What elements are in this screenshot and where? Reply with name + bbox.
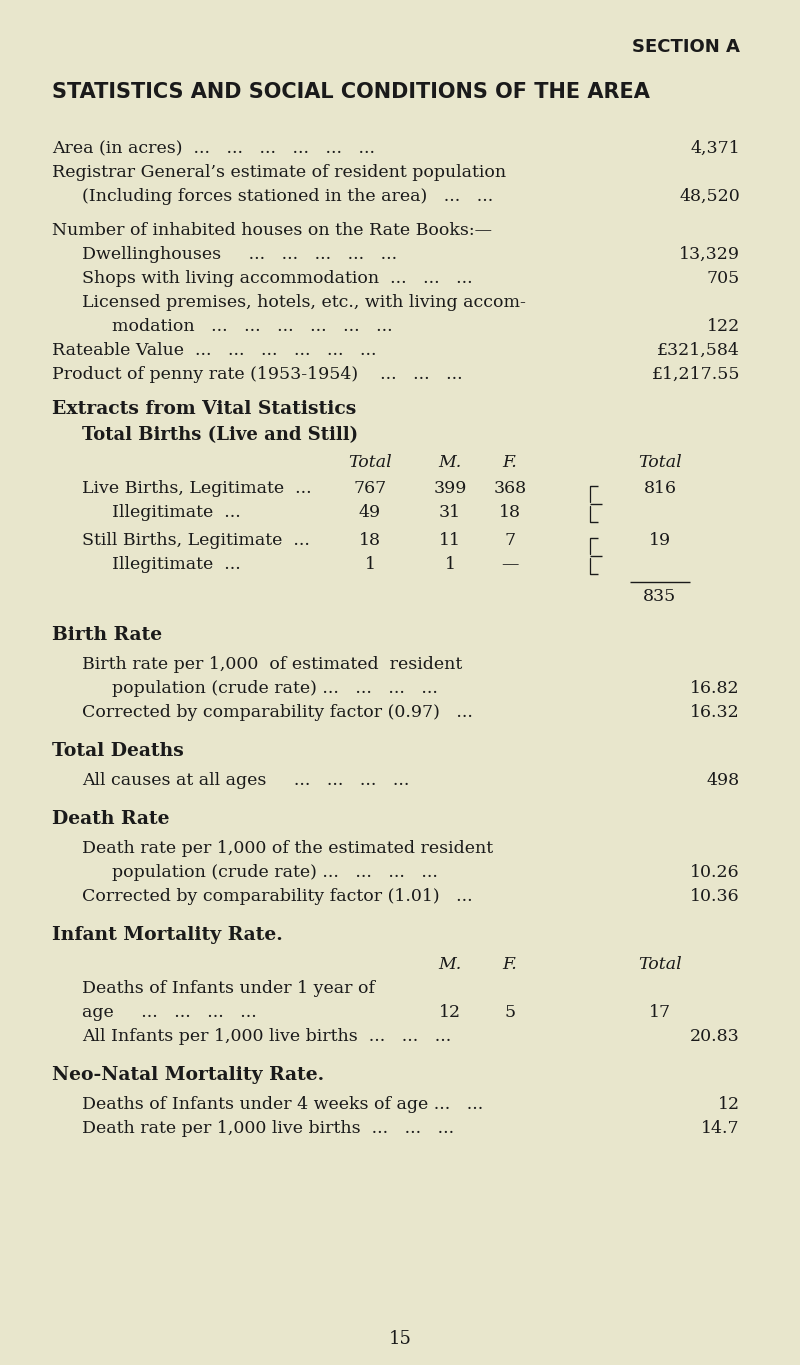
Text: 20.83: 20.83: [690, 1028, 740, 1046]
Text: 12: 12: [718, 1096, 740, 1112]
Text: 7: 7: [505, 532, 515, 549]
Text: Death rate per 1,000 of the estimated resident: Death rate per 1,000 of the estimated re…: [82, 839, 493, 857]
Text: Shops with living accommodation  ...   ...   ...: Shops with living accommodation ... ... …: [82, 270, 473, 287]
Text: (Including forces stationed in the area)   ...   ...: (Including forces stationed in the area)…: [82, 188, 494, 205]
Text: 14.7: 14.7: [702, 1121, 740, 1137]
Text: Neo-Natal Mortality Rate.: Neo-Natal Mortality Rate.: [52, 1066, 324, 1084]
Text: Death rate per 1,000 live births  ...   ...   ...: Death rate per 1,000 live births ... ...…: [82, 1121, 454, 1137]
Text: £321,584: £321,584: [657, 343, 740, 359]
Text: 1: 1: [445, 556, 455, 573]
Text: SECTION A: SECTION A: [632, 38, 740, 56]
Text: Deaths of Infants under 1 year of: Deaths of Infants under 1 year of: [82, 980, 375, 996]
Text: 48,520: 48,520: [679, 188, 740, 205]
Text: Corrected by comparability factor (0.97)   ...: Corrected by comparability factor (0.97)…: [82, 704, 473, 721]
Text: STATISTICS AND SOCIAL CONDITIONS OF THE AREA: STATISTICS AND SOCIAL CONDITIONS OF THE …: [52, 82, 650, 102]
Text: —: —: [502, 556, 518, 573]
Text: Rateable Value  ...   ...   ...   ...   ...   ...: Rateable Value ... ... ... ... ... ...: [52, 343, 377, 359]
Text: age     ...   ...   ...   ...: age ... ... ... ...: [82, 1005, 257, 1021]
Text: 835: 835: [643, 588, 677, 605]
Text: Deaths of Infants under 4 weeks of age ...   ...: Deaths of Infants under 4 weeks of age .…: [82, 1096, 483, 1112]
Text: 11: 11: [439, 532, 461, 549]
Text: 10.26: 10.26: [690, 864, 740, 880]
Text: All causes at all ages     ...   ...   ...   ...: All causes at all ages ... ... ... ...: [82, 773, 410, 789]
Text: 18: 18: [499, 504, 521, 521]
Text: 705: 705: [706, 270, 740, 287]
Text: population (crude rate) ...   ...   ...   ...: population (crude rate) ... ... ... ...: [112, 864, 438, 880]
Text: Total: Total: [638, 955, 682, 973]
Text: All Infants per 1,000 live births  ...   ...   ...: All Infants per 1,000 live births ... ..…: [82, 1028, 451, 1046]
Text: population (crude rate) ...   ...   ...   ...: population (crude rate) ... ... ... ...: [112, 680, 438, 698]
Text: 122: 122: [706, 318, 740, 334]
Text: Illegitimate  ...: Illegitimate ...: [112, 504, 241, 521]
Text: M.: M.: [438, 955, 462, 973]
Text: 10.36: 10.36: [690, 889, 740, 905]
Text: 13,329: 13,329: [679, 246, 740, 263]
Text: Total: Total: [638, 455, 682, 471]
Text: F.: F.: [502, 455, 518, 471]
Text: Total Births (Live and Still): Total Births (Live and Still): [82, 426, 358, 444]
Text: F.: F.: [502, 955, 518, 973]
Text: M.: M.: [438, 455, 462, 471]
Text: 19: 19: [649, 532, 671, 549]
Text: Live Births, Legitimate  ...: Live Births, Legitimate ...: [82, 480, 312, 497]
Text: 49: 49: [359, 504, 381, 521]
Text: Dwellinghouses     ...   ...   ...   ...   ...: Dwellinghouses ... ... ... ... ...: [82, 246, 397, 263]
Text: 4,371: 4,371: [690, 141, 740, 157]
Text: 498: 498: [707, 773, 740, 789]
Text: Extracts from Vital Statistics: Extracts from Vital Statistics: [52, 400, 356, 418]
Text: Number of inhabited houses on the Rate Books:—: Number of inhabited houses on the Rate B…: [52, 222, 492, 239]
Text: Corrected by comparability factor (1.01)   ...: Corrected by comparability factor (1.01)…: [82, 889, 473, 905]
Text: 16.82: 16.82: [690, 680, 740, 698]
Text: 15: 15: [389, 1330, 411, 1349]
Text: Total Deaths: Total Deaths: [52, 743, 184, 760]
Text: 5: 5: [505, 1005, 515, 1021]
Text: 17: 17: [649, 1005, 671, 1021]
Text: Birth rate per 1,000  of estimated  resident: Birth rate per 1,000 of estimated reside…: [82, 657, 462, 673]
Text: Death Rate: Death Rate: [52, 809, 170, 829]
Text: Still Births, Legitimate  ...: Still Births, Legitimate ...: [82, 532, 310, 549]
Text: Product of penny rate (1953-1954)    ...   ...   ...: Product of penny rate (1953-1954) ... ..…: [52, 366, 462, 384]
Text: 816: 816: [643, 480, 677, 497]
Text: 368: 368: [494, 480, 526, 497]
Text: £1,217.55: £1,217.55: [651, 366, 740, 384]
Text: 12: 12: [439, 1005, 461, 1021]
Text: Infant Mortality Rate.: Infant Mortality Rate.: [52, 925, 282, 945]
Text: 1: 1: [365, 556, 375, 573]
Text: 31: 31: [439, 504, 461, 521]
Text: Licensed premises, hotels, etc., with living accom-: Licensed premises, hotels, etc., with li…: [82, 293, 526, 311]
Text: 399: 399: [434, 480, 466, 497]
Text: Area (in acres)  ...   ...   ...   ...   ...   ...: Area (in acres) ... ... ... ... ... ...: [52, 141, 375, 157]
Text: modation   ...   ...   ...   ...   ...   ...: modation ... ... ... ... ... ...: [112, 318, 393, 334]
Text: 16.32: 16.32: [690, 704, 740, 721]
Text: Illegitimate  ...: Illegitimate ...: [112, 556, 241, 573]
Text: Birth Rate: Birth Rate: [52, 627, 162, 644]
Text: Total: Total: [348, 455, 392, 471]
Text: 767: 767: [354, 480, 386, 497]
Text: Registrar General’s estimate of resident population: Registrar General’s estimate of resident…: [52, 164, 506, 182]
Text: 18: 18: [359, 532, 381, 549]
